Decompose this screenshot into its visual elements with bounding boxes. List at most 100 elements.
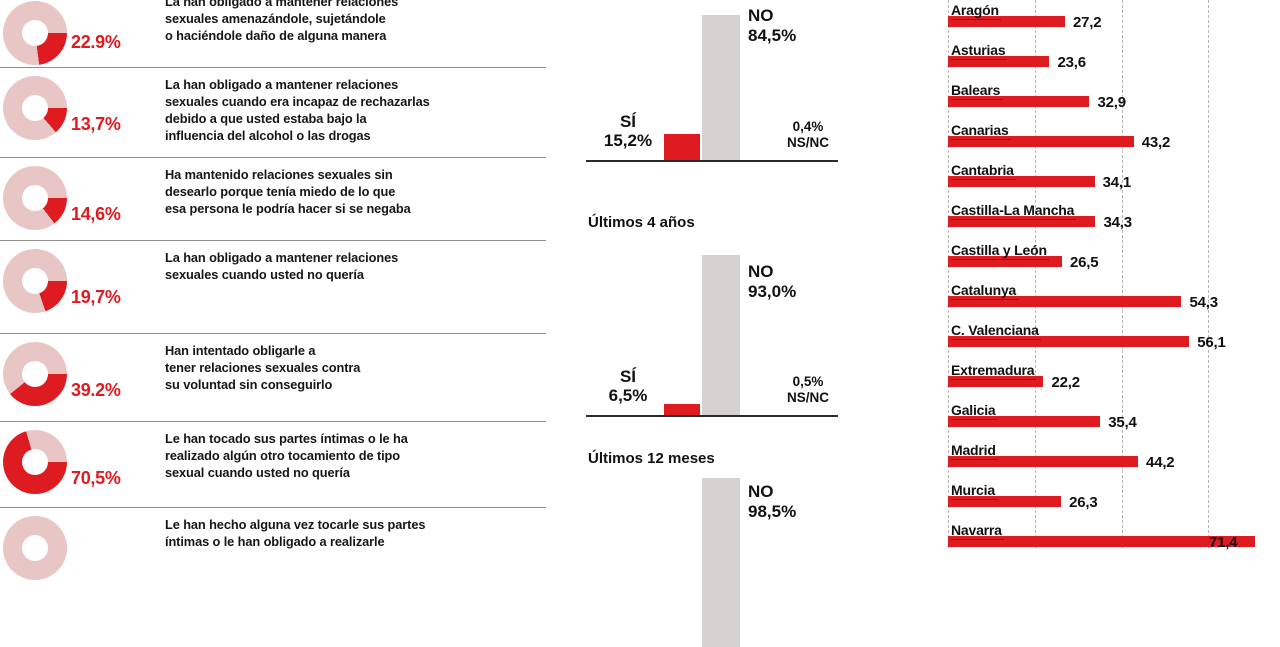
region-value-label: 56,1: [1197, 334, 1226, 351]
region-name: C. Valenciana: [951, 322, 1041, 340]
no-text: NO: [748, 6, 774, 25]
donut-percentage-label: 39.2%: [71, 380, 121, 400]
region-value-label: 43,2: [1141, 134, 1171, 151]
donut-percentage-label: 70,5%: [71, 468, 121, 488]
row-divider: [0, 507, 546, 508]
donut-percentage-label: 19,7%: [71, 287, 121, 307]
violence-type-description: Le han tocado sus partes íntimas o le ha…: [165, 431, 408, 480]
row-divider: [0, 240, 546, 241]
region-value-label: 26,3: [1069, 494, 1098, 511]
nsnc-percentage: 0,5%: [792, 374, 824, 389]
grid-line: [948, 0, 949, 548]
region-bar: [948, 336, 1190, 347]
nsnc-text: NS/NC: [786, 390, 829, 405]
region-bar: [948, 296, 1182, 307]
region-name: Extremadura: [951, 362, 1037, 380]
grid-line: [1035, 0, 1036, 548]
period-header: Últimos 12 meses: [588, 450, 715, 467]
axis-baseline: [586, 160, 838, 162]
donut-chart: [3, 516, 67, 580]
region-value-label: 22,2: [1051, 374, 1080, 391]
donut-percentage-label: 14,6%: [71, 204, 121, 224]
grid-line: [1208, 0, 1209, 548]
donut-percentage-label: 22.9%: [71, 32, 121, 52]
violence-type-description: La han obligado a mantener relaciones se…: [165, 77, 430, 143]
no-text: NO: [748, 262, 774, 281]
no-text: NO: [748, 482, 774, 501]
si-text: SÍ: [619, 112, 637, 131]
region-bar: [948, 56, 1050, 67]
middle-panel: NO 84,5% SÍ 15,2% 0,4% NS/NC Últimos 4 años NO 9…: [580, 6, 851, 647]
region-value-label: 54,3: [1189, 294, 1218, 311]
nsnc-label: 0,4% NS/NC: [765, 119, 851, 151]
region-name: Catalunya: [951, 282, 1019, 300]
donut-chart: [3, 76, 67, 140]
axis-baseline: [586, 415, 838, 417]
region-bar: [948, 216, 1096, 227]
region-bar: [948, 136, 1134, 147]
region-value-label: 32,9: [1097, 94, 1126, 111]
region-value-label: 34,1: [1102, 174, 1132, 191]
region-value-label: 26,5: [1069, 254, 1099, 271]
donut-chart: [3, 342, 67, 406]
period-header: Últimos 4 años: [588, 214, 695, 231]
violence-type-description: La han obligado a mantener relaciones se…: [165, 250, 399, 282]
row-divider: [0, 157, 546, 158]
region-bar: [948, 376, 1044, 387]
violence-type-description: Le han hecho alguna vez tocarle sus part…: [165, 517, 426, 549]
region-bar: [948, 496, 1062, 507]
region-name: Castilla y León: [951, 242, 1049, 260]
region-name: Madrid: [951, 442, 998, 460]
row-divider: [0, 421, 546, 422]
region-bar: [948, 256, 1062, 267]
region-name: Galicia: [951, 402, 998, 420]
region-value-label: 34,3: [1103, 214, 1132, 231]
nsnc-label: 0,5% NS/NC: [765, 374, 851, 406]
si-percentage: 15,2%: [603, 131, 653, 150]
donut-chart: [3, 166, 67, 230]
no-label: NO 98,5%: [748, 482, 796, 522]
no-label: NO 93,0%: [748, 262, 796, 302]
region-bar: [948, 176, 1095, 187]
region-bar: [948, 536, 1256, 547]
row-divider: [0, 67, 546, 68]
si-bar: [664, 133, 700, 160]
no-bar: [702, 478, 740, 647]
donut-chart: [3, 430, 67, 494]
grid-line: [1122, 0, 1123, 548]
region-name: Aragón: [951, 2, 1001, 20]
si-bar: [664, 403, 700, 415]
region-name: Murcia: [951, 482, 997, 500]
region-bar: [948, 16, 1065, 27]
nsnc-text: NS/NC: [786, 135, 829, 150]
donut-percentage-label: 13,7%: [71, 114, 121, 134]
si-label: SÍ 6,5%: [580, 367, 676, 405]
no-label: NO 84,5%: [748, 6, 796, 46]
region-bar: [948, 96, 1090, 107]
region-value-label: 71,4: [1209, 534, 1238, 551]
violence-type-description: La han obligado a mantener relaciones se…: [165, 0, 399, 43]
region-name: Canarias: [951, 122, 1011, 140]
donut-chart: [3, 249, 67, 313]
no-bar: [702, 255, 740, 415]
region-name: Asturias: [951, 42, 1008, 60]
si-label: SÍ 15,2%: [580, 112, 676, 150]
region-value-label: 44,2: [1146, 454, 1175, 471]
region-name: Castilla-La Mancha: [951, 202, 1077, 220]
right-panel: Aragón 27,2 Asturias 23,6 Balears 32,9 Canaria…: [948, 0, 1256, 551]
donut-chart: [3, 1, 67, 65]
no-percentage: 98,5%: [748, 502, 797, 521]
violence-type-description: Ha mantenido relaciones sexuales sin des…: [165, 167, 411, 216]
no-percentage: 84,5%: [748, 26, 797, 45]
si-text: SÍ: [619, 367, 637, 386]
region-value-label: 23,6: [1057, 54, 1086, 71]
no-percentage: 93,0%: [748, 282, 797, 301]
nsnc-percentage: 0,4%: [792, 119, 824, 134]
region-bar: [948, 416, 1101, 427]
violence-type-description: Han intentado obligarle a tener relacion…: [165, 343, 361, 392]
region-value-label: 27,2: [1072, 14, 1102, 31]
no-bar: [702, 14, 740, 160]
region-name: Cantabria: [951, 162, 1016, 180]
region-value-label: 35,4: [1108, 414, 1137, 431]
si-percentage: 6,5%: [608, 386, 648, 405]
